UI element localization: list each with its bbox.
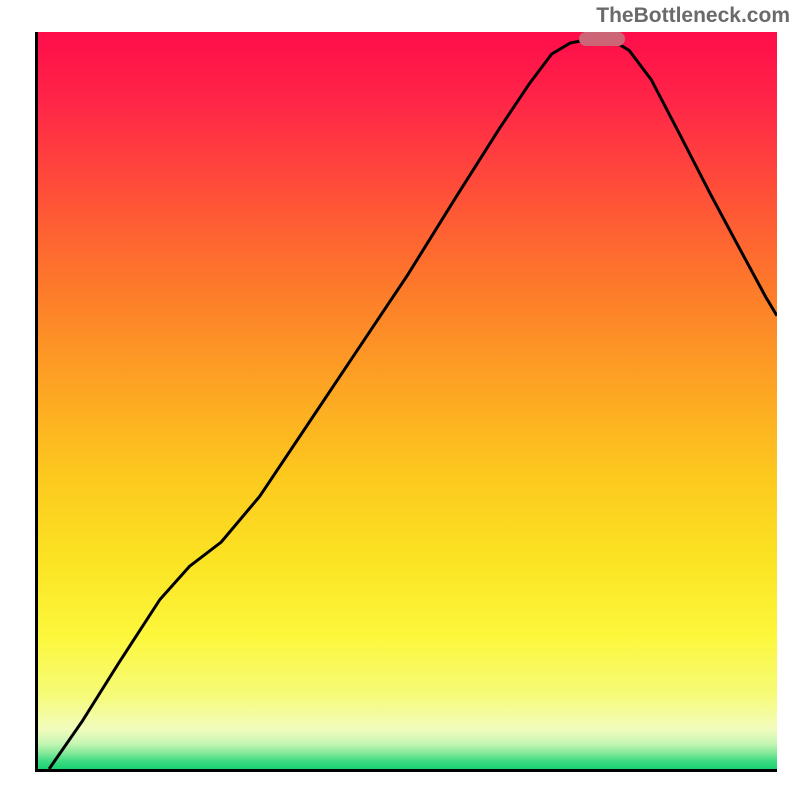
chart-plot-area <box>35 32 777 772</box>
optimal-marker <box>579 32 625 46</box>
curve-line <box>38 32 777 769</box>
watermark-text: TheBottleneck.com <box>596 4 790 28</box>
